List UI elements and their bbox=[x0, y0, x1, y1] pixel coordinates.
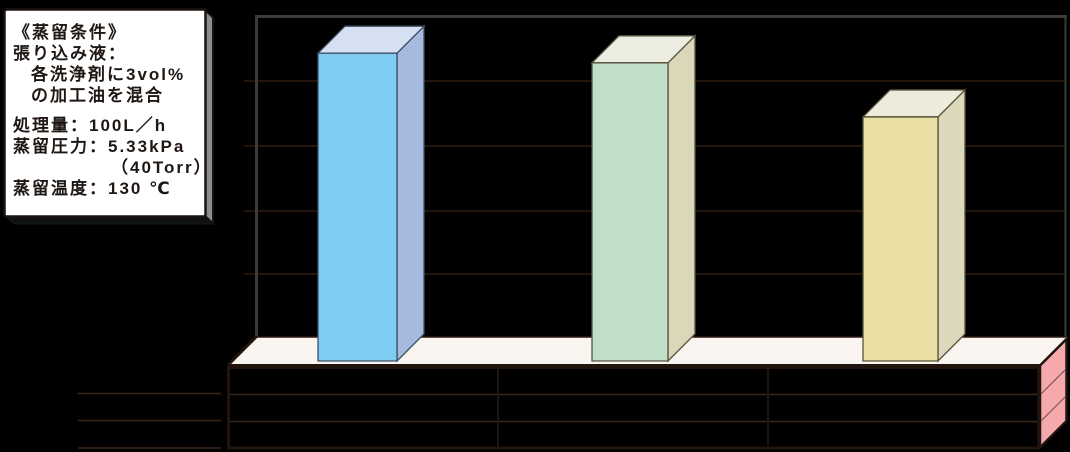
bar-2-side-face bbox=[667, 34, 696, 363]
condition-line: 蒸留温度：130 ℃ bbox=[13, 179, 172, 198]
table-side-face bbox=[1038, 335, 1068, 451]
bar-3-side-face bbox=[937, 88, 966, 363]
condition-line: 張り込み液： bbox=[13, 44, 127, 63]
condition-line: （40Torr） bbox=[111, 158, 213, 177]
table-side-row-line bbox=[1040, 396, 1066, 422]
table-side-row-line bbox=[1040, 369, 1066, 395]
floor-left-edge bbox=[226, 334, 259, 367]
condition-line: の加工油を混合 bbox=[31, 86, 164, 105]
bars bbox=[316, 24, 967, 363]
table-row-label-lines bbox=[78, 392, 221, 449]
condition-line: 処理量：100L／h bbox=[13, 116, 168, 135]
condition-line: 各洗浄剤に3vol% bbox=[31, 65, 186, 84]
bar-2-front-face bbox=[591, 62, 669, 362]
data-table-grid bbox=[227, 366, 1040, 450]
conditions-box: 《蒸留条件》 張り込み液： 各洗浄剤に3vol% の加工油を混合 処理量：100… bbox=[13, 22, 213, 199]
condition-line: 蒸留圧力：5.33kPa bbox=[13, 137, 186, 156]
bar-1-front-face bbox=[317, 52, 398, 362]
condition-line: 《蒸留条件》 bbox=[13, 23, 127, 42]
table-side-panel bbox=[1038, 335, 1068, 451]
bar-3-front-face bbox=[862, 116, 939, 362]
conditions-box-face bbox=[3, 8, 207, 218]
bar-1-side-face bbox=[396, 24, 425, 363]
plot-borders bbox=[255, 15, 1067, 338]
conditions-box-frame bbox=[3, 7, 216, 226]
